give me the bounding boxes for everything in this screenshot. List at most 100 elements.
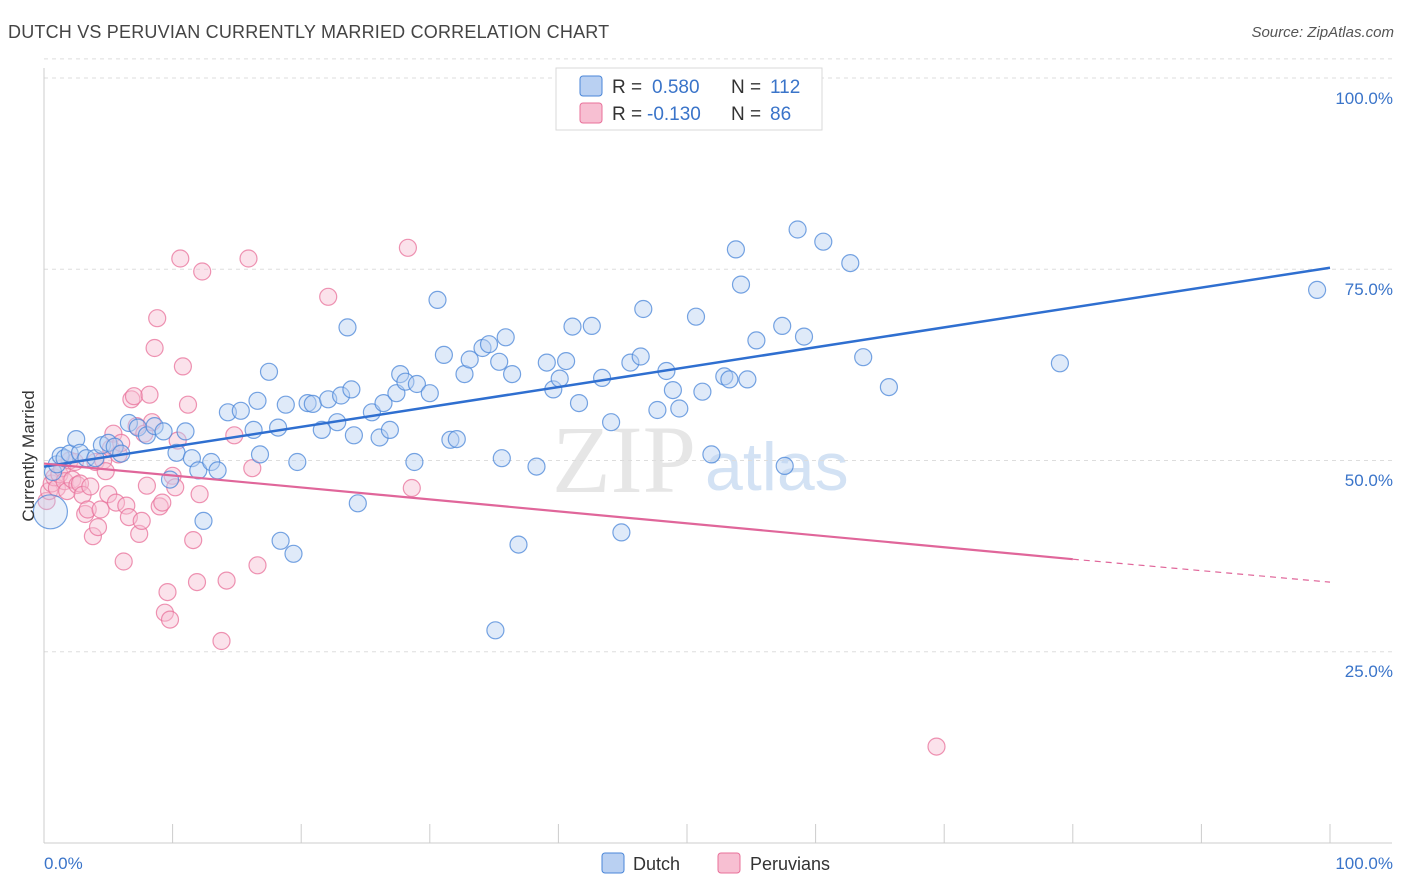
peruvians-point [148,309,167,328]
dutch-point [434,345,453,364]
dutch-point [582,316,601,335]
dutch-point [312,420,331,439]
dutch-point [490,352,509,371]
y-tick-label-75: 75.0% [1345,280,1393,299]
dutch-point [420,384,439,403]
dutch-point [154,422,173,441]
dutch-point [879,378,899,397]
peruvians-point [248,556,267,575]
dutch-point [715,367,734,386]
dutch-point [298,394,317,413]
peruvians-point [178,395,198,414]
dutch-point [348,494,367,513]
peruvians-point [212,631,231,651]
peruvians-point [398,238,417,257]
peruvians-point [145,338,164,358]
grid [44,58,1392,653]
dutch-point [407,374,426,394]
watermark-zip: ZIP [552,406,696,513]
dutch-point [841,254,860,273]
dutch-point [492,449,511,468]
bottom-legend-swatch-dutch [601,852,625,874]
dutch-point [775,456,794,475]
peruvians-point [153,493,172,512]
legend-dutch-r-value: 0.580 [652,77,700,98]
dutch-point [794,327,814,346]
legend-swatch-peruvians [579,102,603,124]
dutch-point [380,420,399,439]
dutch-point [686,307,706,326]
y-tick-label-100: 100.0% [1335,89,1393,108]
peruvians-point [91,500,110,519]
source-label: Source: ZipAtlas.com [1251,24,1394,41]
peruvians-point [137,476,156,495]
x-tick-label-100: 100.0% [1335,854,1393,873]
dutch-point [447,430,466,449]
dutch-point [550,369,569,388]
dutch-point [788,220,807,239]
dutch-point [250,445,270,464]
dutch-point [119,413,138,433]
peruvians-point [70,474,90,493]
dutch-point [702,445,721,464]
dutch-point [747,331,766,350]
legend-peruvians-r-value: -0.130 [647,104,701,125]
peruvians-point [190,485,209,504]
peruvians-point [104,424,123,443]
dutch-point [601,413,621,432]
dutch-points [32,220,1327,640]
peruvians-point [927,737,946,756]
peruvians-point [193,262,212,281]
peruvians-point [81,477,100,496]
dutch-point [569,394,589,413]
dutch-point [176,422,195,441]
peruvians-point [83,527,103,546]
peruvians-point [160,610,180,629]
dutch-point [194,511,213,531]
dutch-point [338,318,357,337]
peruvians-point [402,478,421,498]
dutch-point [344,426,363,445]
bottom-legend: Dutch Peruvians [601,852,830,874]
dutch-point [441,430,460,449]
y-tick-label-25: 25.0% [1345,662,1393,681]
peruvians-point [173,357,192,376]
dutch-point [670,399,689,418]
dutch-point [556,352,576,371]
peruvians-point [96,462,115,481]
legend-peruvians-n-label: N = [731,104,761,125]
dutch-point [396,372,415,391]
dutch-point [67,430,86,449]
dutch-point [271,531,290,550]
legend-dutch-n-value: 112 [770,77,800,98]
dutch-point [284,544,303,563]
dutch-point [231,401,250,420]
peruvians-point [187,572,207,592]
peruvians-point [114,552,133,571]
dutch-point [332,386,351,405]
dutch-point [726,240,746,259]
dutch-point [303,394,322,413]
x-tick-label-0: 0.0% [44,854,83,873]
peruvians-point [158,582,177,602]
bottom-legend-peruvians: Peruvians [750,854,830,874]
dutch-point [648,400,667,420]
dutch-point [479,335,499,354]
dutch-point [854,348,873,367]
dutch-point [248,391,267,410]
legend-dutch-r-label: R = [612,77,642,98]
dutch-point [720,370,739,389]
dutch-point [509,535,528,554]
dutch-point [631,347,650,366]
peruvians-point [239,249,258,268]
peruvians-trend-line [43,462,1073,561]
peruvians-point [88,517,108,537]
dutch-point [592,368,612,387]
dutch-point [502,365,522,384]
dutch-point [814,232,833,251]
peruvians-point [140,385,159,404]
dutch-point [269,418,288,437]
dutch-point [693,382,712,401]
dutch-point [32,494,69,530]
